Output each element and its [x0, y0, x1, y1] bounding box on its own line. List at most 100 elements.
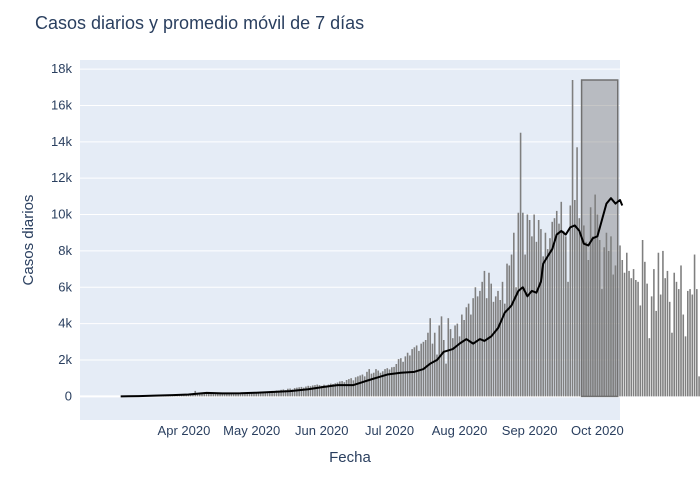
daily-case-bar: [578, 218, 581, 397]
daily-case-bar: [300, 386, 303, 397]
daily-case-bar: [465, 307, 468, 397]
daily-case-bar: [506, 263, 508, 397]
y-tick-label: 18k: [51, 61, 72, 76]
y-axis-title: Casos diarios: [20, 195, 37, 286]
daily-case-bar: [210, 393, 212, 397]
daily-case-bar: [528, 220, 531, 397]
daily-case-bar: [641, 240, 644, 397]
daily-case-bar: [366, 371, 368, 397]
daily-case-bar: [278, 390, 280, 397]
daily-case-bar: [309, 386, 312, 397]
daily-case-bar: [201, 393, 203, 397]
daily-case-bar: [330, 383, 332, 397]
daily-case-bar: [499, 300, 502, 397]
daily-case-bar: [501, 281, 504, 397]
daily-case-bar: [214, 392, 217, 397]
daily-case-bar: [677, 289, 680, 397]
daily-case-bar: [302, 387, 305, 397]
daily-case-bar: [564, 236, 567, 397]
y-tick-label: 0: [65, 388, 72, 403]
daily-case-bar: [569, 205, 572, 397]
daily-case-bar: [377, 370, 380, 397]
daily-case-bar: [327, 384, 330, 397]
daily-case-bar: [632, 269, 635, 397]
daily-case-bar: [623, 272, 626, 397]
daily-case-bar: [653, 269, 655, 397]
x-tick-label: Oct 2020: [571, 423, 624, 438]
daily-case-bar: [384, 369, 386, 397]
daily-case-bar: [375, 369, 377, 397]
daily-case-bar: [542, 256, 544, 397]
daily-case-bar: [671, 332, 673, 397]
daily-case-bar: [262, 392, 264, 397]
daily-case-bar: [370, 373, 373, 397]
daily-case-bar: [323, 384, 325, 397]
daily-case-bar: [684, 336, 687, 397]
daily-case-bar: [635, 280, 637, 397]
daily-case-bar: [296, 387, 298, 397]
daily-case-bar: [438, 325, 441, 397]
daily-case-bar: [535, 241, 538, 397]
daily-case-bar: [325, 385, 328, 397]
daily-case-bar: [433, 332, 436, 397]
daily-case-bar: [517, 212, 520, 397]
daily-case-bar: [472, 298, 474, 397]
daily-case-bar: [458, 336, 461, 397]
daily-case-bar: [343, 382, 346, 397]
highlight-rect: [580, 79, 619, 398]
daily-case-bar: [271, 390, 273, 397]
daily-case-bar: [533, 214, 535, 397]
daily-case-bar: [691, 294, 694, 397]
daily-case-bar: [696, 289, 698, 397]
daily-case-bar: [307, 385, 309, 397]
daily-case-bar: [513, 232, 515, 397]
daily-case-bar: [259, 391, 262, 397]
y-tick-labels: 0 2k 4k 6k 8k 10k 12k 14k 16k 18k: [51, 61, 72, 403]
daily-case-bar: [662, 250, 664, 397]
daily-case-bar: [639, 305, 642, 397]
daily-case-bar: [467, 303, 470, 397]
daily-case-bar: [359, 375, 361, 397]
daily-case-bar: [334, 383, 337, 397]
daily-case-bar: [237, 393, 239, 397]
daily-case-bar: [515, 287, 517, 397]
daily-case-bar: [275, 390, 278, 397]
daily-case-bar: [680, 265, 682, 397]
daily-case-bar: [621, 260, 624, 397]
daily-case-bar: [223, 393, 226, 397]
daily-case-bar: [490, 283, 493, 397]
daily-case-bar: [488, 272, 490, 397]
daily-case-bar: [673, 272, 676, 397]
daily-cases-bars: [122, 80, 700, 397]
daily-case-bar: [558, 223, 560, 397]
daily-case-bar: [646, 283, 648, 397]
daily-case-bar: [293, 388, 296, 397]
daily-case-bar: [273, 391, 276, 397]
daily-case-bar: [463, 320, 465, 397]
daily-case-bar: [689, 289, 691, 397]
daily-case-bar: [192, 394, 194, 397]
daily-case-bar: [449, 329, 452, 397]
daily-case-bar: [239, 393, 242, 397]
daily-case-bar: [235, 393, 237, 397]
daily-case-bar: [664, 278, 666, 397]
chart-title: Casos diarios y promedio móvil de 7 días: [35, 13, 364, 33]
daily-case-bar: [363, 376, 366, 397]
daily-case-bar: [196, 394, 199, 397]
daily-case-bar: [320, 385, 323, 397]
daily-case-bar: [456, 323, 459, 397]
daily-case-bar: [357, 376, 359, 397]
daily-case-bar: [603, 247, 605, 397]
moving-average-path: [120, 197, 624, 398]
daily-case-bar: [207, 392, 210, 397]
daily-case-bar: [698, 376, 700, 397]
daily-case-bar: [406, 352, 409, 397]
x-axis-title: Fecha: [329, 449, 371, 466]
daily-case-bar: [241, 392, 244, 397]
daily-case-bar: [675, 281, 678, 397]
y-tick-label: 4k: [58, 316, 72, 331]
daily-case-bar: [232, 393, 235, 397]
daily-case-bar: [510, 254, 513, 397]
y-tick-label: 6k: [58, 279, 72, 294]
